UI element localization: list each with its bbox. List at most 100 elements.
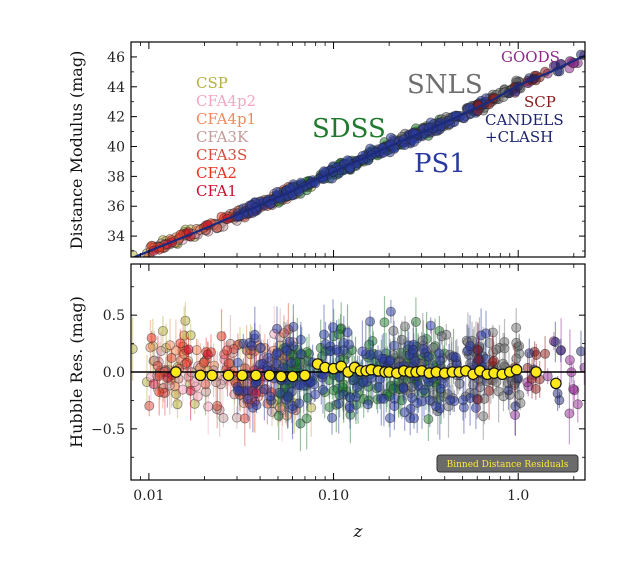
top-axes-frame: [130, 41, 586, 258]
residual-point: [378, 393, 389, 404]
survey-label-line: SCP: [524, 93, 556, 111]
survey-label: SNLS: [407, 70, 483, 100]
top-panel: 34 36 38 40 42 44 46 Distance Modulus (mag) CS…: [67, 41, 586, 258]
binned-residual-point: [299, 369, 311, 382]
residual-point: [554, 395, 565, 406]
residual-point: [524, 348, 535, 359]
residual-point: [511, 322, 522, 333]
residual-point: [511, 337, 522, 348]
residual-point: [399, 407, 410, 418]
residual-point: [284, 336, 295, 347]
residual-point: [384, 413, 395, 424]
survey-label-line: CFA3K: [196, 128, 249, 146]
residual-point: [249, 329, 260, 340]
residual-point: [357, 346, 368, 357]
binned-residual-points: [170, 358, 562, 390]
legend-label: Binned Distance Residuals: [447, 460, 569, 470]
residual-point: [510, 401, 521, 412]
residual-point: [473, 354, 484, 365]
residual-point: [478, 411, 489, 422]
survey-label: SDSS: [312, 114, 386, 144]
residual-point: [418, 343, 429, 354]
residual-point: [435, 355, 446, 366]
residual-point: [156, 345, 167, 356]
residual-point: [373, 382, 384, 393]
residual-point: [286, 357, 297, 368]
survey-label: GOODS: [501, 48, 560, 66]
binned-residual-point: [275, 370, 287, 383]
residual-point: [239, 413, 250, 424]
residual-point: [445, 395, 456, 406]
residual-point: [410, 355, 421, 366]
bottom-y-tick-label: −0.5: [91, 422, 125, 438]
residual-point: [175, 338, 186, 349]
residual-point: [364, 339, 375, 350]
residual-point: [301, 413, 312, 424]
residual-point: [212, 400, 223, 411]
residual-point: [306, 402, 317, 413]
survey-label: PS1: [414, 149, 466, 179]
residual-point: [246, 340, 257, 351]
survey-label-line: CFA4p1: [196, 110, 256, 128]
residual-point: [472, 344, 483, 355]
residual-point: [362, 399, 373, 410]
residual-point: [148, 379, 159, 390]
residual-point: [152, 360, 163, 371]
residual-point: [407, 344, 418, 355]
top-y-axis-title: Distance Modulus (mag): [67, 51, 86, 250]
residual-point: [180, 315, 191, 326]
residual-point: [232, 357, 243, 368]
bottom-panel: 0.5 0.0 −0.5 0.01 0.10 1.0 Hubble Res. (mag)…: [67, 263, 586, 542]
residual-point: [223, 358, 234, 369]
legend-box: [436, 454, 579, 473]
model-curve: [131, 54, 585, 257]
residual-point: [242, 393, 253, 404]
residual-point: [198, 357, 209, 368]
residual-point: [530, 383, 541, 394]
top-y-tick-label: 38: [107, 169, 125, 185]
survey-label: CSP: [196, 74, 228, 92]
residual-point: [157, 325, 168, 336]
residual-point: [468, 379, 479, 390]
top-y-tick-label: 44: [107, 80, 125, 96]
survey-label-line: SNLS: [407, 70, 483, 100]
residual-point: [418, 384, 429, 395]
residual-point: [218, 412, 229, 423]
bottom-y-axis-title: Hubble Res. (mag): [67, 296, 86, 448]
residual-point: [216, 331, 227, 342]
survey-label-line: GOODS: [501, 48, 560, 66]
residual-point: [288, 321, 299, 332]
residual-point: [389, 400, 400, 411]
binned-residual-point: [222, 369, 235, 382]
residual-point: [331, 344, 342, 355]
survey-label-line: CSP: [196, 74, 228, 92]
residual-point: [484, 337, 495, 348]
residual-point: [430, 401, 441, 412]
residual-point: [185, 330, 196, 341]
residual-point: [344, 392, 355, 403]
survey-label-line: CFA1: [196, 182, 237, 200]
residual-point: [398, 383, 409, 394]
survey-label: CANDELS +CLASH: [485, 111, 564, 146]
residual-point: [436, 331, 447, 342]
residual-point: [472, 394, 483, 405]
survey-label-line: CFA4p2: [196, 92, 256, 110]
survey-label-line: SDSS: [312, 114, 386, 144]
survey-label: CFA2: [196, 164, 237, 182]
residual-point: [410, 316, 421, 327]
residual-point: [310, 389, 321, 400]
top-y-tick-label: 42: [107, 110, 125, 126]
residual-point: [379, 317, 390, 328]
residual-point: [491, 344, 502, 355]
residual-point: [388, 325, 399, 336]
bottom-x-ticks: 0.01 0.10 1.0: [130, 264, 575, 504]
residual-point: [476, 330, 487, 341]
top-x-ticks: [130, 42, 575, 257]
x-axis-title: z: [353, 522, 364, 542]
residual-point: [358, 377, 369, 388]
top-y-tick-label: 40: [107, 140, 125, 156]
residual-point: [327, 322, 338, 333]
residual-point: [396, 334, 407, 345]
residual-point: [555, 345, 566, 356]
residual-point: [326, 412, 337, 423]
